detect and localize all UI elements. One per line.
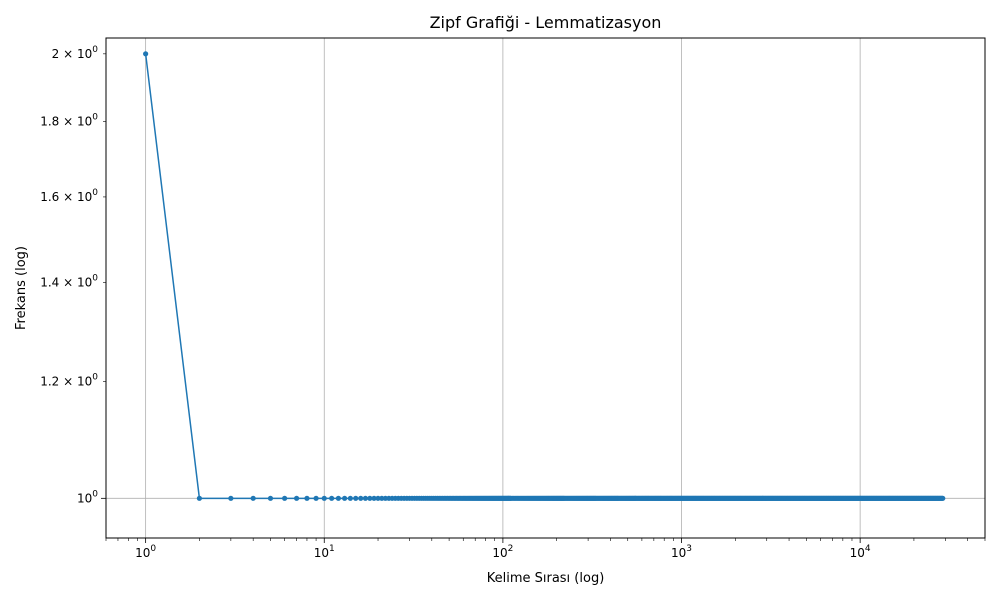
chart-title: Zipf Grafiği - Lemmatizasyon — [430, 13, 662, 32]
data-point — [313, 495, 319, 501]
y-tick-mantissa: 10 — [77, 491, 92, 505]
x-tick-exponent: 0 — [150, 544, 156, 554]
x-tick-exponent: 4 — [865, 544, 871, 554]
x-tick-exponent: 2 — [508, 544, 514, 554]
x-tick-base: 10 — [135, 546, 150, 560]
y-tick-mantissa: 1.4 × 10 — [40, 276, 92, 290]
data-point — [335, 495, 342, 501]
y-tick-mantissa: 2 × 10 — [52, 47, 93, 61]
data-point — [367, 495, 373, 501]
y-tick-label: 1.2 × 100 — [40, 372, 98, 388]
data-point — [321, 495, 327, 501]
y-tick-exponent: 0 — [92, 45, 98, 55]
data-point — [293, 495, 300, 501]
x-tick-base: 10 — [850, 546, 865, 560]
data-point — [358, 495, 364, 501]
y-tick-label: 1.4 × 100 — [40, 274, 98, 290]
y-tick-label: 2 × 100 — [52, 45, 99, 61]
y-tick-exponent: 0 — [92, 372, 98, 382]
x-tick-exponent: 3 — [686, 544, 692, 554]
data-point — [375, 495, 381, 501]
data-point — [362, 495, 369, 501]
y-tick-label: 100 — [77, 489, 98, 505]
data-point — [342, 495, 348, 501]
data-point — [371, 495, 377, 501]
y-tick-mantissa: 1.8 × 10 — [40, 114, 92, 128]
data-point — [329, 495, 335, 501]
y-tick-mantissa: 1.2 × 10 — [40, 374, 92, 388]
x-tick-base: 10 — [314, 546, 329, 560]
data-point — [250, 495, 256, 501]
y-tick-label: 1.8 × 100 — [40, 112, 98, 128]
y-tick-exponent: 0 — [92, 489, 98, 499]
data-point — [379, 495, 385, 501]
y-axis-label: Frekans (log) — [14, 246, 29, 330]
data-point — [228, 495, 234, 501]
data-point — [304, 495, 310, 501]
x-tick-label: 100 — [135, 544, 156, 560]
x-tick-base: 10 — [492, 546, 507, 560]
data-point — [353, 495, 359, 501]
data-point — [940, 495, 946, 501]
plot-background — [106, 38, 985, 538]
x-tick-label: 103 — [671, 544, 692, 560]
x-axis-label: Kelime Sırası (log) — [487, 571, 605, 586]
data-point — [282, 495, 288, 501]
plot-frame — [105, 37, 986, 539]
x-tick-exponent: 1 — [329, 544, 335, 554]
y-tick-exponent: 0 — [92, 112, 98, 122]
y-tick-exponent: 0 — [92, 188, 98, 198]
y-tick-exponent: 0 — [92, 274, 98, 284]
data-point — [143, 51, 149, 57]
y-tick-label: 1.6 × 100 — [40, 188, 98, 204]
x-tick-label: 102 — [492, 544, 513, 560]
y-tick-mantissa: 1.6 × 10 — [40, 190, 92, 204]
x-tick-label: 101 — [314, 544, 335, 560]
data-point — [196, 495, 203, 501]
series-line — [143, 51, 946, 501]
x-tick-base: 10 — [671, 546, 686, 560]
data-point — [347, 495, 353, 501]
x-tick-label: 104 — [850, 544, 871, 560]
data-point — [267, 495, 274, 501]
